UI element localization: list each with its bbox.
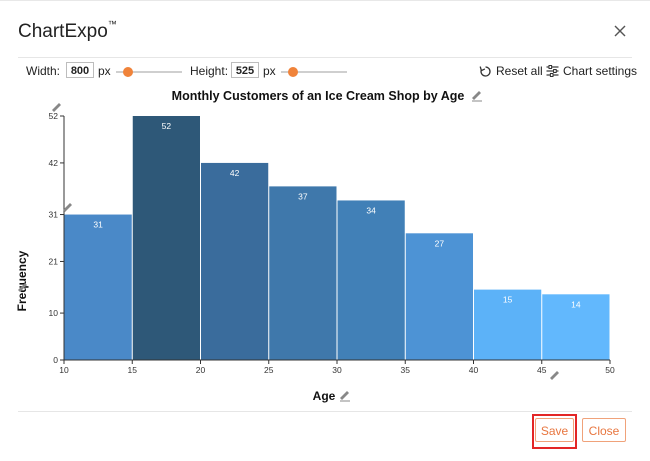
y-tick-label: 21 <box>49 256 59 266</box>
close-icon[interactable] <box>612 23 628 39</box>
histogram-bar[interactable] <box>269 186 337 360</box>
y-tick-label: 42 <box>49 158 59 168</box>
height-unit: px <box>263 64 276 78</box>
histogram-bar[interactable] <box>542 294 610 360</box>
bar-value-label: 34 <box>366 205 376 215</box>
y-label-edit-icon[interactable] <box>18 283 27 292</box>
close-button[interactable]: Close <box>582 418 626 442</box>
sliders-icon <box>546 65 559 77</box>
bar-value-label: 27 <box>435 238 445 248</box>
y-tick-label: 52 <box>49 111 59 121</box>
histogram-bar[interactable] <box>201 162 269 360</box>
bar-value-label: 14 <box>571 299 581 309</box>
height-slider-thumb[interactable] <box>287 67 298 77</box>
header-divider <box>18 57 632 58</box>
toolbar: Width: 800 px Height: 525 px Reset all <box>0 61 650 83</box>
y-max-edit-icon[interactable] <box>52 103 61 112</box>
width-slider-track <box>116 71 182 73</box>
x-axis-label[interactable]: Age <box>313 389 336 403</box>
bar-value-label: 31 <box>93 220 103 230</box>
x-tick-label: 15 <box>128 365 138 375</box>
histogram-chart: Monthly Customers of an Ice Cream Shop b… <box>15 89 615 403</box>
x-axis-edit-icon[interactable] <box>550 371 559 380</box>
x-tick-label: 10 <box>59 365 69 375</box>
x-tick-label: 25 <box>264 365 274 375</box>
histogram-bar[interactable] <box>474 289 542 360</box>
histogram-bar[interactable] <box>337 200 405 360</box>
reset-all-button[interactable]: Reset all <box>479 64 543 78</box>
chart-title[interactable]: Monthly Customers of an Ice Cream Shop b… <box>172 89 465 103</box>
y-tick-label: 0 <box>53 355 58 365</box>
y-ticks-layer: 0 10 21 31 42 52 <box>49 111 64 365</box>
app-title: ChartExpo™ <box>18 19 117 43</box>
x-tick-label: 30 <box>332 365 342 375</box>
y-axis-label[interactable]: Frequency <box>15 250 29 311</box>
bar-value-label: 37 <box>298 191 308 201</box>
height-input[interactable]: 525 <box>231 62 259 78</box>
title-edit-icon[interactable] <box>472 91 482 102</box>
trademark-sign: ™ <box>107 19 117 29</box>
save-button[interactable]: Save <box>535 418 574 442</box>
x-tick-label: 45 <box>537 365 547 375</box>
x-ticks-layer: 10 15 20 25 30 35 40 45 50 <box>59 360 615 375</box>
bar-labels-layer: 31 52 42 37 34 27 15 14 <box>93 121 580 309</box>
chart-settings-button[interactable]: Chart settings <box>546 64 637 78</box>
y-axis-edit-icon[interactable] <box>63 203 72 212</box>
dialog-header: ChartExpo™ <box>0 1 650 57</box>
x-tick-label: 35 <box>401 365 411 375</box>
width-unit: px <box>98 64 111 78</box>
footer-divider <box>18 411 632 412</box>
bar-value-label: 52 <box>162 121 172 131</box>
histogram-bar[interactable] <box>405 233 473 360</box>
height-label: Height: <box>190 64 229 78</box>
height-slider[interactable] <box>281 67 347 77</box>
width-label: Width: <box>26 64 61 78</box>
width-slider-thumb[interactable] <box>122 67 133 77</box>
histogram-bar[interactable] <box>64 214 132 360</box>
x-tick-label: 50 <box>605 365 615 375</box>
width-slider[interactable] <box>116 67 182 77</box>
height-slider-track <box>281 71 347 73</box>
chart-settings-label: Chart settings <box>563 64 638 78</box>
width-input[interactable]: 800 <box>66 62 94 78</box>
bar-value-label: 15 <box>503 295 513 305</box>
x-tick-label: 20 <box>196 365 206 375</box>
app-title-text: ChartExpo <box>18 21 108 42</box>
x-tick-label: 40 <box>469 365 479 375</box>
y-tick-label: 10 <box>49 308 59 318</box>
bar-value-label: 42 <box>230 168 240 178</box>
x-label-edit-icon[interactable] <box>340 391 350 402</box>
reset-all-label: Reset all <box>496 64 543 78</box>
reset-icon <box>479 65 491 77</box>
histogram-bar[interactable] <box>132 116 200 360</box>
y-tick-label: 31 <box>49 210 59 220</box>
bars-layer <box>64 116 610 360</box>
